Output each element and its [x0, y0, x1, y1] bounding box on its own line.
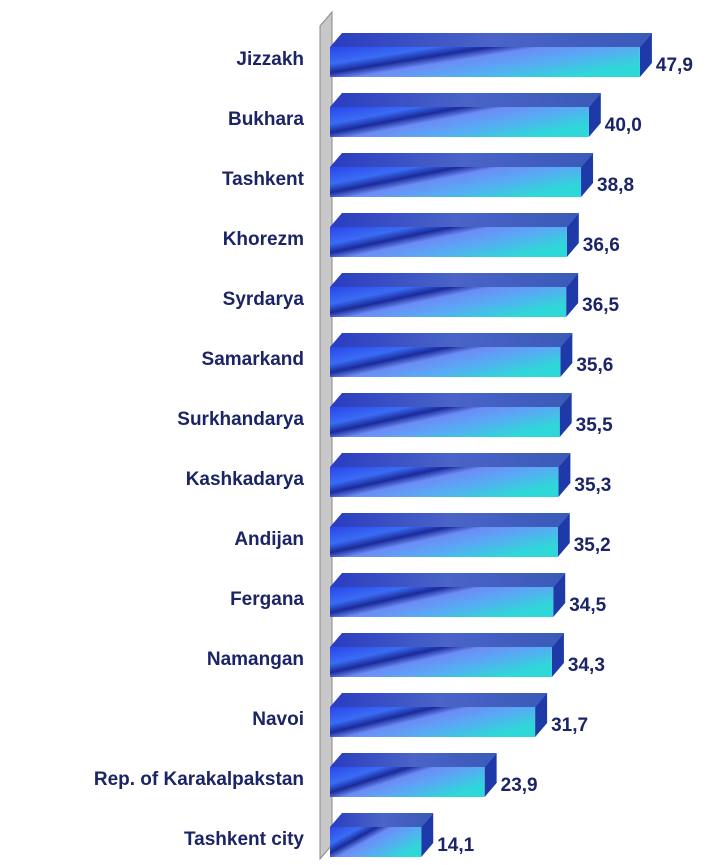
bar-side	[566, 273, 579, 317]
bar	[330, 227, 567, 257]
category-label: Rep. of Karakalpakstan	[94, 769, 304, 790]
bar-top	[330, 33, 652, 47]
value-label: 34,3	[568, 655, 605, 676]
bar-side	[559, 393, 572, 437]
value-label: 14,1	[437, 835, 474, 856]
bar-side	[535, 693, 548, 737]
category-label: Kashkadarya	[186, 469, 305, 490]
category-label: Andijan	[234, 529, 304, 550]
bar-side	[558, 453, 571, 497]
bar-top	[330, 393, 572, 407]
bar-top	[330, 213, 579, 227]
value-label: 38,8	[597, 175, 634, 196]
bar-top	[330, 453, 571, 467]
bar-side	[557, 513, 570, 557]
value-label: 40,0	[605, 115, 642, 136]
bar	[330, 287, 567, 317]
bar-top	[330, 513, 570, 527]
bar	[330, 467, 559, 497]
category-label: Tashkent	[222, 169, 305, 190]
bar	[330, 107, 589, 137]
bar	[330, 167, 582, 197]
value-label: 31,7	[551, 715, 588, 736]
bar-top	[330, 753, 497, 767]
bar-top	[330, 693, 548, 707]
bar-side	[553, 573, 566, 617]
bar	[330, 347, 561, 377]
value-label: 35,5	[576, 415, 613, 436]
value-label: 35,6	[576, 355, 613, 376]
bar-side	[551, 633, 564, 677]
bar-side	[639, 33, 652, 77]
bar	[330, 647, 552, 677]
bar	[330, 707, 536, 737]
category-label: Surkhandarya	[177, 409, 304, 430]
value-label: 47,9	[656, 55, 693, 76]
bar	[330, 47, 640, 77]
category-label: Bukhara	[228, 109, 304, 130]
category-label: Namangan	[207, 649, 304, 670]
value-label: 35,3	[574, 475, 611, 496]
bar-side	[588, 93, 601, 137]
bar-top	[330, 333, 573, 347]
value-label: 36,6	[583, 235, 620, 256]
bar-top	[330, 93, 601, 107]
bar-side	[560, 333, 573, 377]
bar-side	[581, 153, 594, 197]
bar-side	[566, 213, 579, 257]
bar	[330, 767, 485, 797]
category-label: Syrdarya	[223, 289, 305, 310]
bar-side	[484, 753, 497, 797]
bar	[330, 407, 560, 437]
value-label: 36,5	[582, 295, 619, 316]
bar-top	[330, 813, 434, 827]
category-label: Tashkent city	[184, 829, 304, 850]
bar	[330, 527, 558, 557]
category-label: Khorezm	[223, 229, 304, 250]
bar-side	[421, 813, 434, 857]
bar	[330, 587, 554, 617]
category-label: Fergana	[230, 589, 304, 610]
bar-top	[330, 153, 594, 167]
category-label: Samarkand	[202, 349, 304, 370]
category-label: Jizzakh	[236, 49, 304, 70]
value-label: 35,2	[574, 535, 611, 556]
bar-top	[330, 633, 564, 647]
category-label: Navoi	[252, 709, 304, 730]
value-label: 34,5	[569, 595, 606, 616]
bar-top	[330, 573, 566, 587]
bar-top	[330, 273, 579, 287]
bar	[330, 827, 422, 857]
value-label: 23,9	[501, 775, 538, 796]
